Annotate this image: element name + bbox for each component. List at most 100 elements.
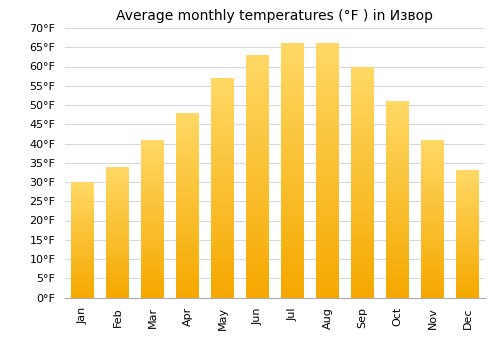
Bar: [281, 74, 304, 79]
Bar: [316, 191, 339, 196]
Bar: [141, 149, 164, 152]
Bar: [386, 243, 409, 246]
Bar: [106, 285, 129, 287]
Bar: [316, 94, 339, 99]
Bar: [211, 227, 234, 232]
Bar: [281, 181, 304, 186]
Bar: [211, 236, 234, 240]
Bar: [456, 249, 479, 252]
Bar: [246, 264, 269, 268]
Bar: [176, 290, 199, 294]
Bar: [316, 186, 339, 191]
Bar: [71, 214, 94, 217]
Bar: [456, 176, 479, 178]
Bar: [141, 253, 164, 257]
Bar: [456, 234, 479, 237]
Bar: [316, 125, 339, 130]
Bar: [106, 193, 129, 195]
Bar: [176, 172, 199, 176]
Bar: [211, 197, 234, 201]
Bar: [71, 256, 94, 258]
Bar: [386, 164, 409, 168]
Bar: [176, 142, 199, 146]
Bar: [211, 109, 234, 113]
Bar: [421, 257, 444, 260]
Bar: [141, 234, 164, 238]
Bar: [281, 267, 304, 272]
Bar: [176, 272, 199, 275]
Bar: [246, 147, 269, 152]
Bar: [141, 193, 164, 196]
Bar: [281, 140, 304, 145]
Bar: [106, 211, 129, 214]
Bar: [106, 287, 129, 290]
Bar: [211, 218, 234, 223]
Bar: [386, 262, 409, 266]
Bar: [316, 99, 339, 104]
Bar: [456, 211, 479, 213]
Bar: [316, 231, 339, 237]
Bar: [386, 176, 409, 180]
Bar: [421, 228, 444, 231]
Bar: [246, 157, 269, 162]
Bar: [456, 239, 479, 241]
Bar: [176, 268, 199, 272]
Bar: [71, 284, 94, 286]
Bar: [316, 150, 339, 155]
Bar: [141, 212, 164, 215]
Bar: [316, 170, 339, 176]
Bar: [71, 267, 94, 270]
Bar: [386, 215, 409, 219]
Bar: [71, 217, 94, 219]
Bar: [351, 265, 374, 270]
Bar: [456, 295, 479, 298]
Bar: [246, 123, 269, 128]
Bar: [456, 237, 479, 239]
Bar: [421, 203, 444, 206]
Bar: [281, 262, 304, 267]
Bar: [316, 181, 339, 186]
Bar: [421, 231, 444, 235]
Bar: [141, 218, 164, 222]
Bar: [281, 231, 304, 237]
Bar: [316, 241, 339, 247]
Bar: [316, 145, 339, 150]
Bar: [316, 130, 339, 135]
Bar: [106, 190, 129, 193]
Bar: [141, 241, 164, 244]
Bar: [386, 203, 409, 207]
Bar: [421, 196, 444, 200]
Bar: [71, 226, 94, 228]
Bar: [176, 187, 199, 190]
Bar: [211, 188, 234, 192]
Bar: [176, 227, 199, 231]
Bar: [176, 176, 199, 179]
Bar: [176, 283, 199, 286]
Bar: [281, 54, 304, 59]
Bar: [71, 189, 94, 191]
Bar: [316, 277, 339, 282]
Bar: [421, 260, 444, 263]
Bar: [246, 65, 269, 70]
Bar: [106, 232, 129, 234]
Bar: [106, 230, 129, 232]
Bar: [71, 240, 94, 242]
Bar: [421, 143, 444, 146]
Bar: [351, 76, 374, 80]
Bar: [456, 262, 479, 265]
Bar: [351, 71, 374, 76]
Bar: [141, 279, 164, 282]
Bar: [246, 99, 269, 104]
Bar: [211, 205, 234, 210]
Bar: [246, 205, 269, 210]
Bar: [246, 288, 269, 293]
Bar: [176, 234, 199, 238]
Bar: [281, 165, 304, 170]
Bar: [351, 140, 374, 145]
Bar: [351, 279, 374, 284]
Bar: [141, 247, 164, 250]
Bar: [421, 291, 444, 294]
Bar: [316, 257, 339, 262]
Bar: [386, 105, 409, 109]
Bar: [141, 206, 164, 209]
